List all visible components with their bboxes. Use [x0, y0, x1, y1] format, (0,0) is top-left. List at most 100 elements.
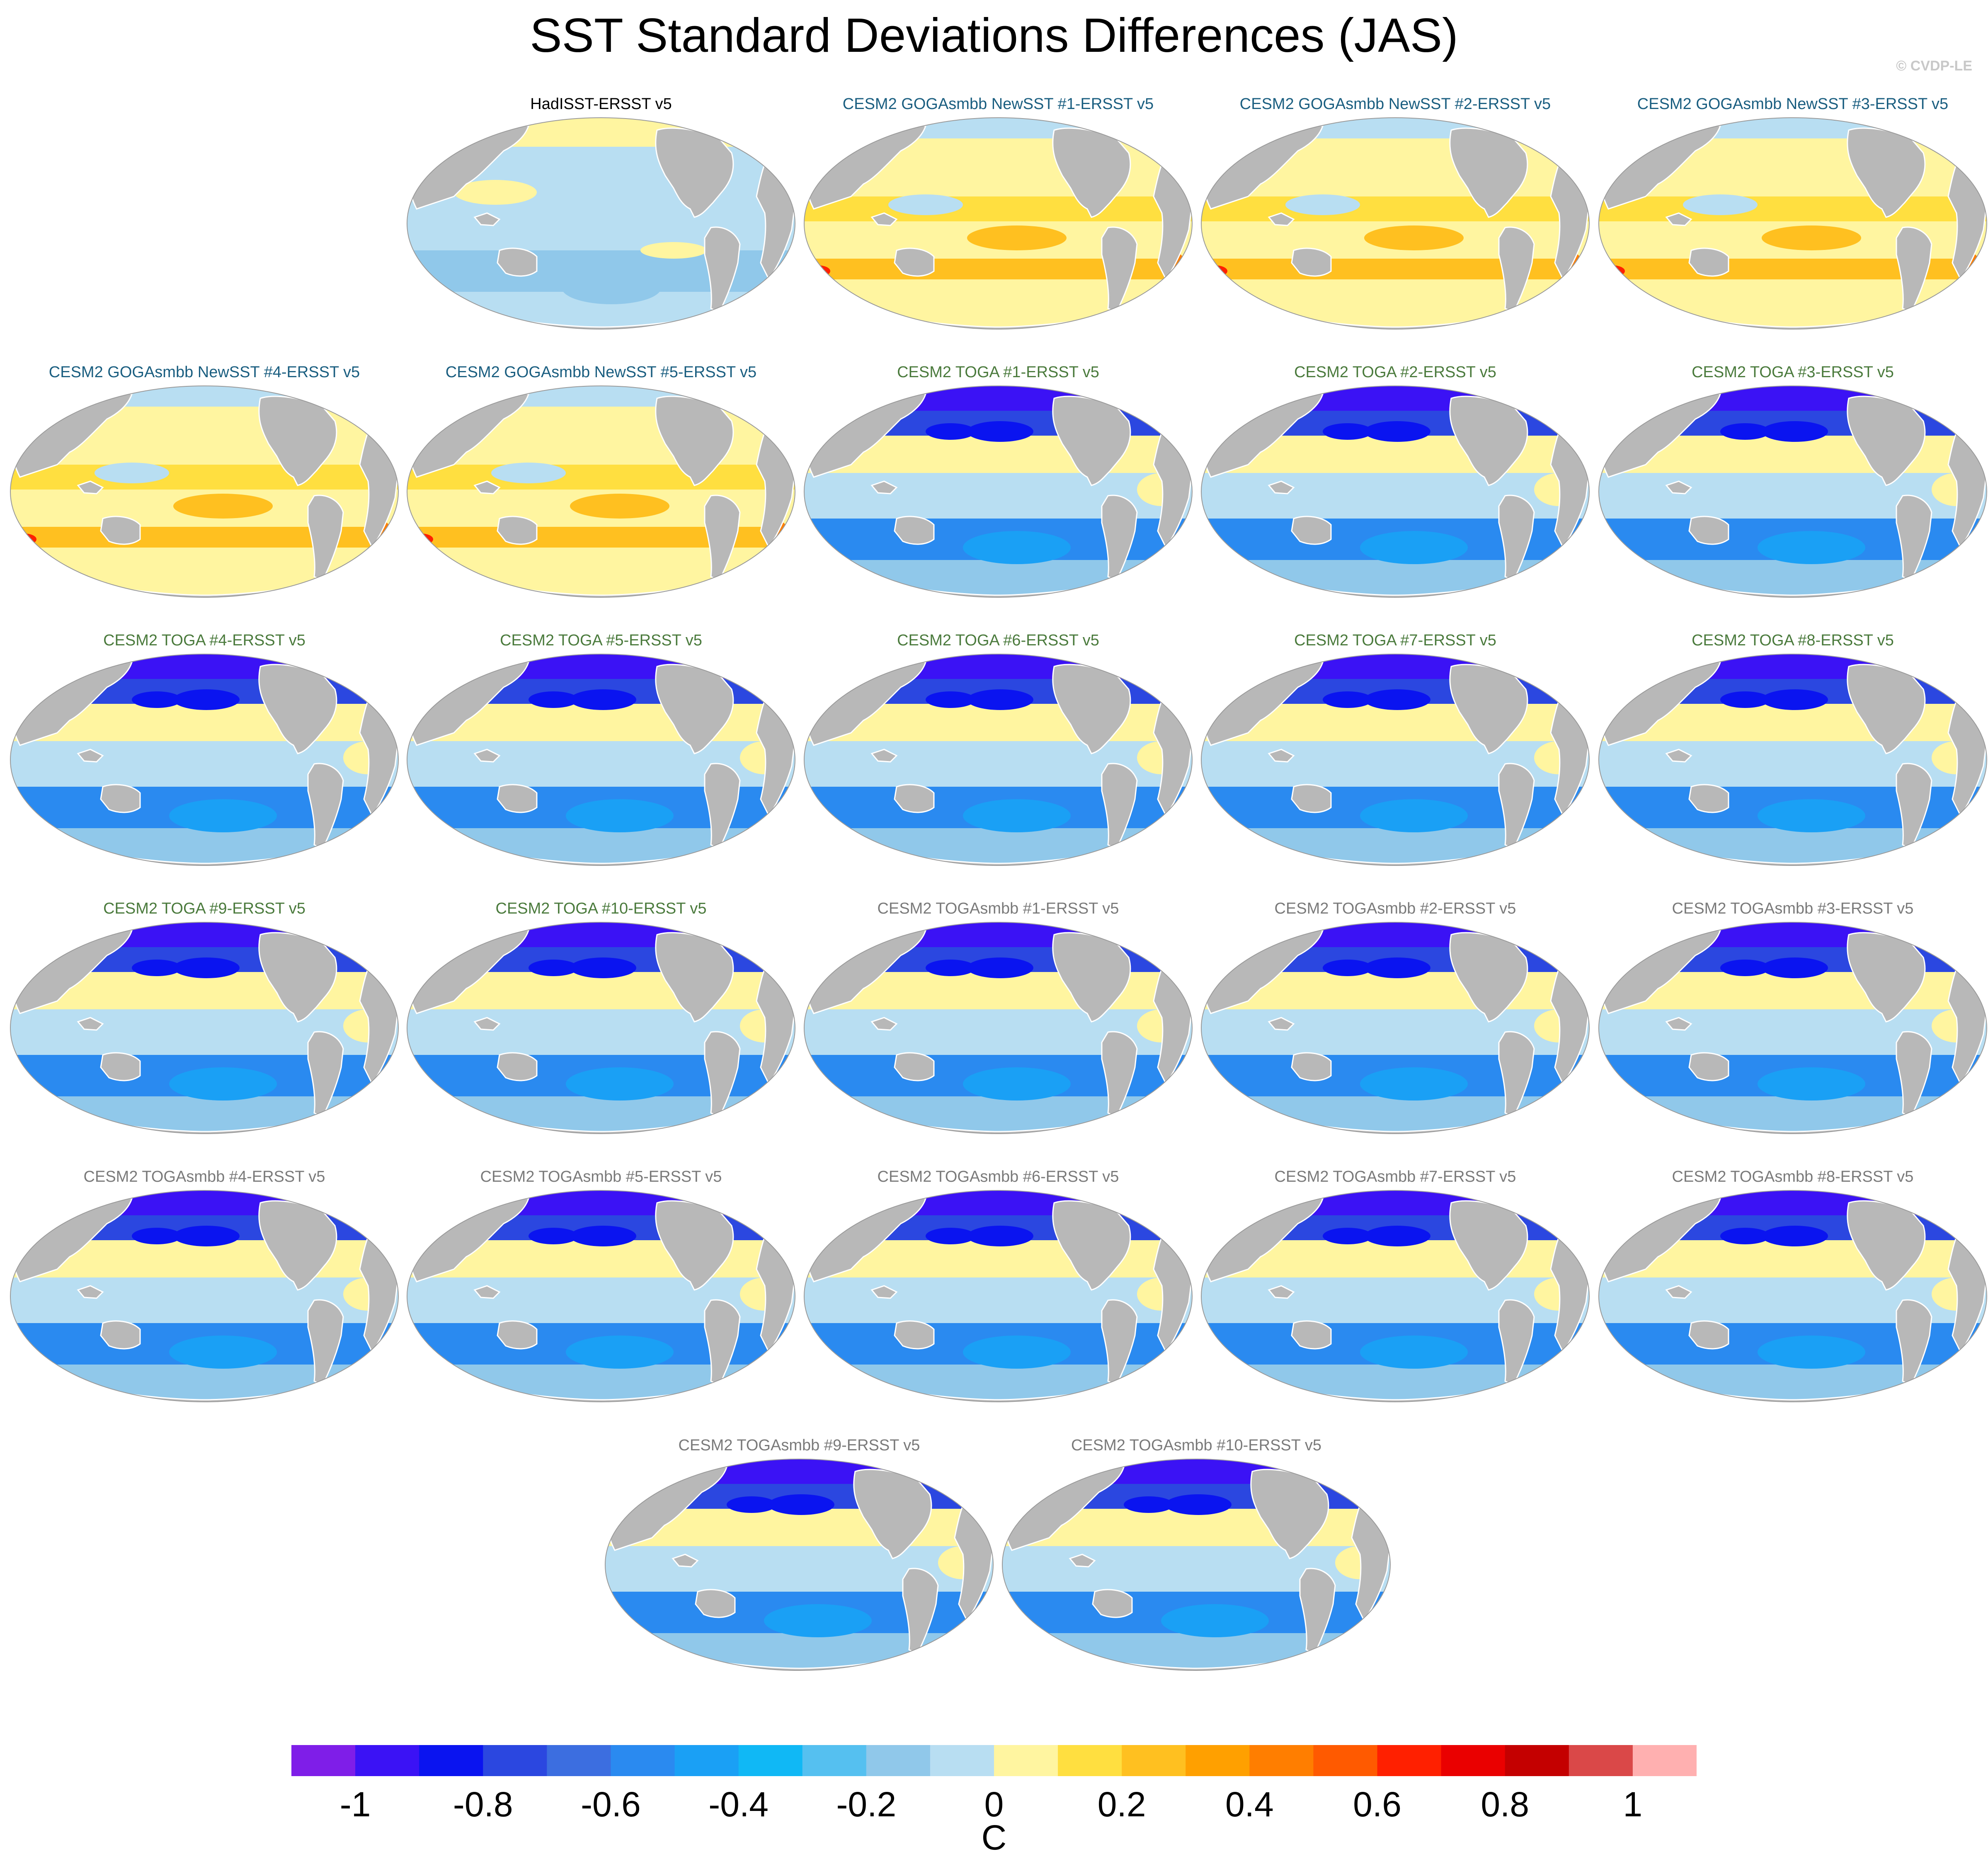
anomaly-patch [173, 689, 240, 710]
anomaly-patch [408, 533, 433, 545]
land-mass [1665, 212, 1692, 226]
colorbar-box [1377, 1745, 1442, 1776]
map-panel: CESM2 TOGA #4-ERSST v5 [7, 632, 401, 868]
anomaly-patch [1364, 225, 1464, 250]
colorbar-box [738, 1745, 803, 1776]
anomaly-patch [1683, 194, 1758, 215]
map-panel: CESM2 GOGAsmbb NewSST #5-ERSST v5 [404, 364, 798, 600]
land-mass [894, 1320, 935, 1350]
anomaly-patch [570, 494, 669, 519]
map-panel: CESM2 TOGAsmbb #8-ERSST v5 [1596, 1168, 1988, 1404]
land-mass [1896, 763, 1932, 850]
colorbar-box [674, 1745, 739, 1776]
anomaly-patch [1124, 1496, 1173, 1513]
land-mass [100, 1052, 141, 1081]
land-mass [894, 784, 935, 813]
anomaly-patch [1323, 691, 1372, 708]
panel-title: CESM2 TOGA #9-ERSST v5 [103, 900, 305, 917]
map-boundary [1598, 385, 1987, 598]
land-mass [473, 1285, 501, 1299]
anomaly-patch [173, 494, 273, 519]
panel-title: CESM2 TOGA #3-ERSST v5 [1692, 364, 1894, 381]
land-mass [1268, 1285, 1295, 1299]
land-mass [1268, 212, 1295, 226]
land-mass [1688, 516, 1729, 545]
land-mass [1101, 494, 1138, 582]
colorbar [291, 1745, 1697, 1776]
panel-title: CESM2 GOGAsmbb NewSST #2-ERSST v5 [1239, 95, 1551, 113]
anomaly-patch [570, 1226, 636, 1246]
land-mass [1101, 226, 1138, 314]
map-panel: CESM2 TOGA #5-ERSST v5 [404, 632, 798, 868]
map-boundary [10, 1190, 399, 1402]
anomaly-patch [963, 1336, 1071, 1369]
anomaly-patch [132, 960, 182, 976]
anomaly-patch [1323, 423, 1372, 440]
anomaly-patch [888, 194, 963, 215]
panel-title: HadISST-ERSST v5 [530, 95, 672, 113]
land-mass [1498, 763, 1535, 850]
anomaly-band [407, 548, 795, 597]
anomaly-patch [1323, 1228, 1372, 1244]
land-mass [704, 763, 741, 850]
land-mass [870, 480, 898, 494]
map-boundary [1201, 385, 1590, 598]
colorbar-box [1186, 1745, 1250, 1776]
map-panel: CESM2 TOGAsmbb #5-ERSST v5 [404, 1168, 798, 1404]
panel-title: CESM2 TOGA #7-ERSST v5 [1294, 632, 1496, 649]
colorbar-box [1313, 1745, 1378, 1776]
sst-difference-map [10, 922, 399, 1134]
land-mass [1069, 1554, 1096, 1568]
land-mass [1101, 763, 1138, 850]
map-boundary [10, 922, 399, 1134]
anomaly-patch [173, 957, 240, 978]
map-boundary [1598, 117, 1987, 330]
anomaly-patch [1360, 1336, 1468, 1369]
land-mass [1299, 1568, 1336, 1655]
anomaly-patch [1165, 1494, 1232, 1515]
anomaly-band [1201, 259, 1589, 279]
colorbar-tick-label: -0.8 [453, 1785, 513, 1824]
map-boundary [10, 385, 399, 598]
map-panel: CESM2 TOGAsmbb #4-ERSST v5 [7, 1168, 401, 1404]
panel-title: CESM2 TOGAsmbb #1-ERSST v5 [877, 900, 1119, 917]
colorbar-tick-label: -0.6 [581, 1785, 641, 1824]
panel-title: CESM2 TOGAsmbb #8-ERSST v5 [1672, 1168, 1914, 1185]
anomaly-patch [1758, 799, 1865, 832]
sst-difference-map [407, 654, 795, 866]
anomaly-patch [1762, 689, 1828, 710]
map-boundary [407, 1190, 795, 1402]
panel-title: CESM2 TOGAsmbb #6-ERSST v5 [877, 1168, 1119, 1185]
sst-difference-map [804, 654, 1193, 866]
anomaly-patch [1360, 531, 1468, 564]
colorbar-box [419, 1745, 483, 1776]
map-panel: CESM2 TOGA #8-ERSST v5 [1596, 632, 1988, 868]
land-mass [1665, 1285, 1692, 1299]
anomaly-patch [529, 691, 578, 708]
land-mass [307, 1299, 344, 1386]
anomaly-patch [1762, 421, 1828, 442]
colorbar-box [802, 1745, 867, 1776]
anomaly-band [407, 465, 795, 490]
land-mass [77, 1285, 104, 1299]
sst-difference-map [407, 922, 795, 1134]
map-panel: CESM2 TOGAsmbb #2-ERSST v5 [1198, 900, 1592, 1136]
anomaly-patch [1364, 957, 1430, 978]
panel-title: CESM2 GOGAsmbb NewSST #3-ERSST v5 [1637, 95, 1949, 113]
land-mass [902, 1568, 939, 1655]
land-mass [1896, 494, 1932, 582]
sst-difference-map [1598, 1190, 1987, 1402]
anomaly-patch [1360, 799, 1468, 832]
anomaly-band [1599, 279, 1987, 329]
anomaly-patch [1762, 957, 1828, 978]
map-panel: CESM2 TOGA #1-ERSST v5 [801, 364, 1195, 600]
panel-title: CESM2 TOGA #5-ERSST v5 [500, 632, 702, 649]
land-mass [1092, 1589, 1133, 1618]
panel-title: CESM2 TOGAsmbb #9-ERSST v5 [678, 1437, 920, 1454]
land-mass [307, 1031, 344, 1118]
sst-difference-map [407, 117, 795, 330]
sst-difference-map [1201, 117, 1590, 330]
map-boundary [407, 654, 795, 866]
land-mass [1498, 1299, 1535, 1386]
colorbar-box [483, 1745, 547, 1776]
